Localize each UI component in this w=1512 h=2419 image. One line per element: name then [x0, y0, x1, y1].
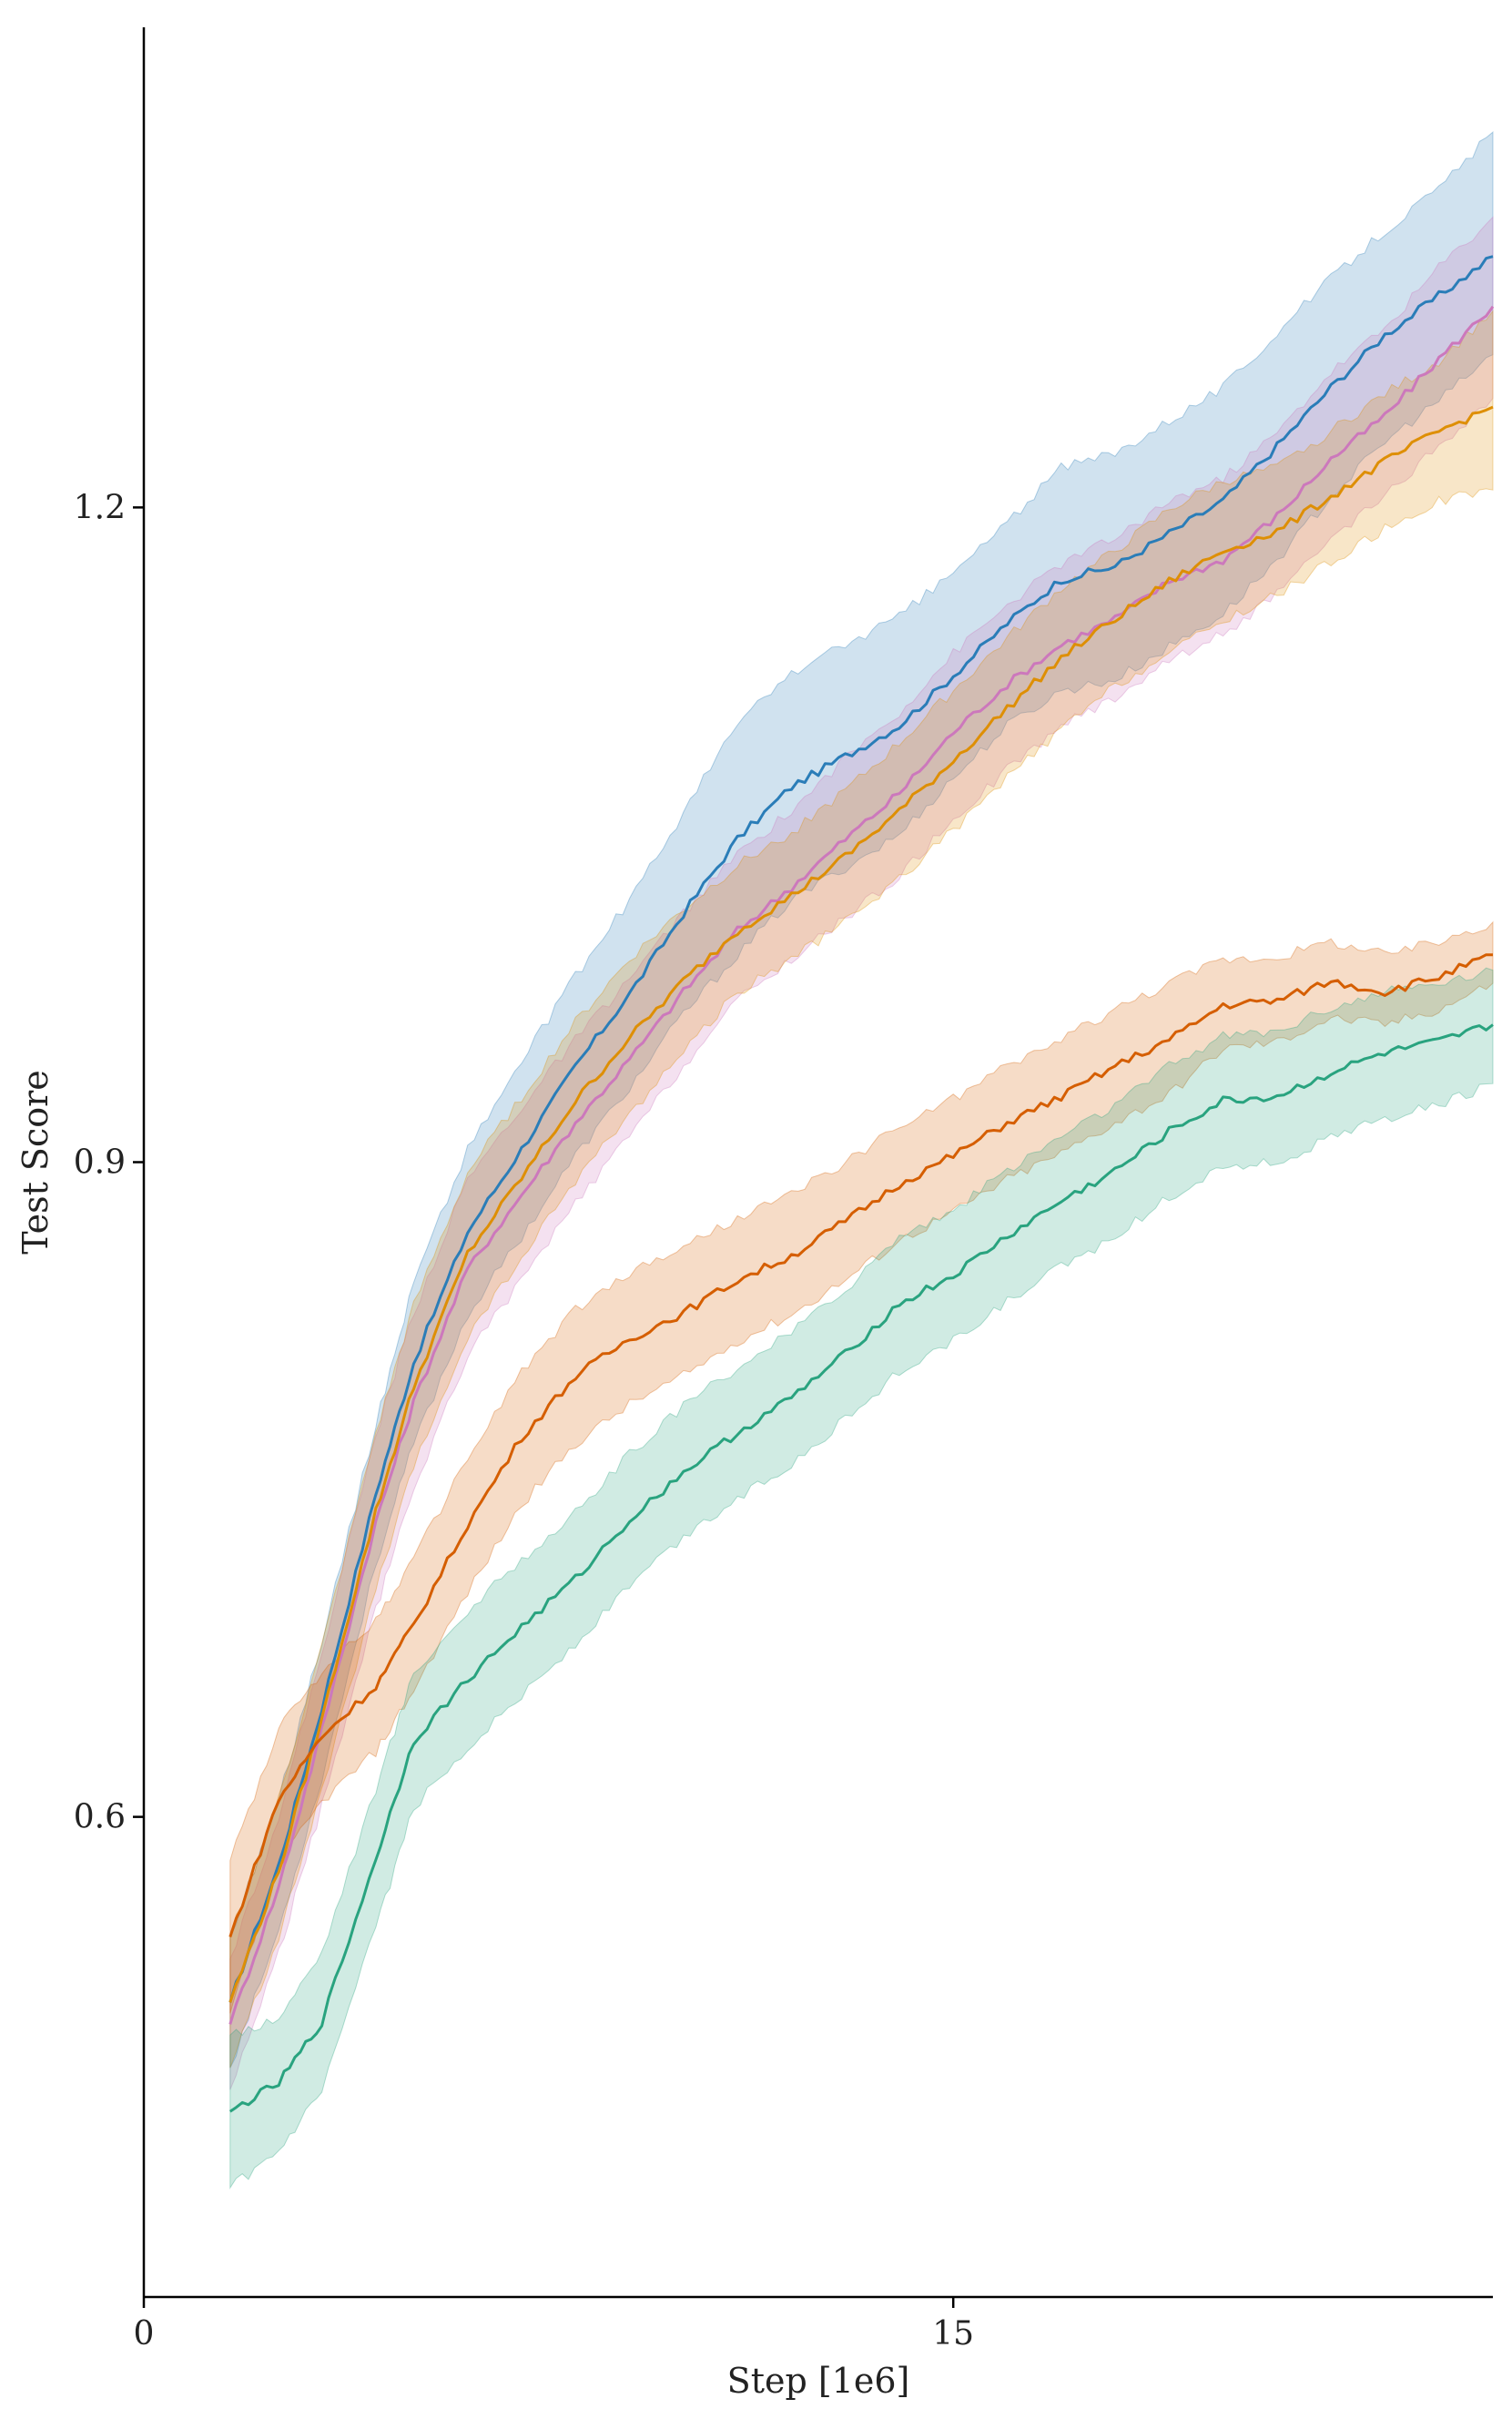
series-5-band: [229, 967, 1494, 2190]
series-1-band: [229, 131, 1494, 2068]
series-3-band: [229, 310, 1494, 2068]
series-4-band: [229, 920, 1494, 2014]
series-2-line: [228, 305, 1495, 2025]
series-4-line: [228, 953, 1494, 1937]
y-tick-label: 1.2: [74, 489, 126, 526]
confidence-bands: [229, 131, 1494, 2190]
series-1-line: [228, 255, 1494, 2003]
series-5-line: [228, 1023, 1494, 2113]
series-3-line: [228, 405, 1494, 2003]
y-ticks: 0.6 0.9 1.2: [74, 489, 144, 1836]
x-ticks: 0 15: [134, 2297, 974, 2353]
y-tick-label: 0.9: [74, 1144, 126, 1182]
series-lines: [228, 255, 1495, 2113]
y-axis-label: Test Score: [15, 1070, 56, 1255]
x-tick-label: 15: [932, 2315, 974, 2353]
series-2-band: [229, 216, 1494, 2090]
x-axis-label: Step [1e6]: [727, 2361, 910, 2401]
y-tick-label: 0.6: [74, 1799, 126, 1836]
x-tick-label: 0: [134, 2315, 155, 2353]
